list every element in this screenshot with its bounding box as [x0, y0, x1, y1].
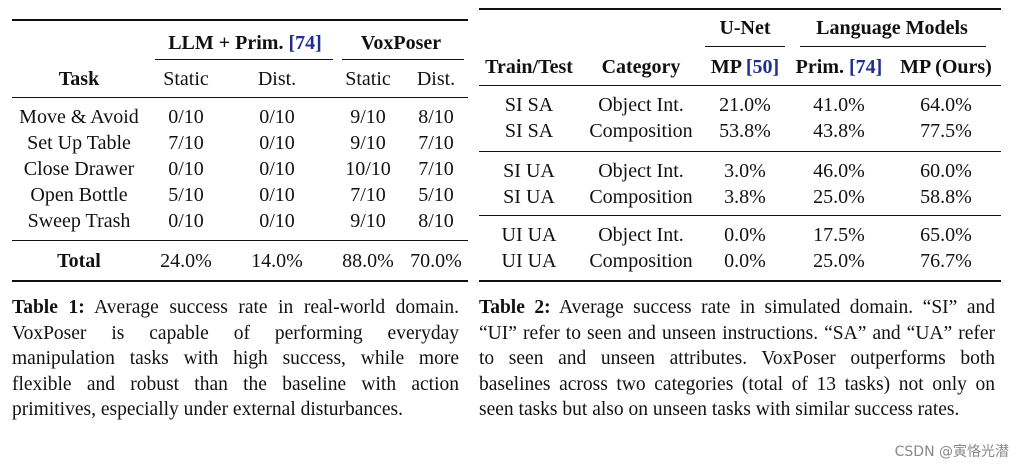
table1-caption: Table 1: Average success rate in real-wo… [12, 297, 459, 420]
table2-value-cell: 17.5% [813, 224, 865, 246]
table2-value-cell: 43.8% [813, 120, 865, 142]
table1-value-cell: 0/10 [259, 106, 295, 128]
table2-prim-header: Prim. [74] [795, 56, 883, 78]
table2-group-separator [479, 215, 1001, 216]
table1-subheader: Dist. [416, 68, 456, 90]
table2-citation-74[interactable]: [74] [848, 56, 883, 78]
table1-value-cell: 0/10 [259, 158, 295, 180]
table2-caption: Table 2: Average success rate in simulat… [479, 297, 995, 420]
table1-total-rule [12, 240, 468, 241]
table2-category-cell: Object Int. [598, 160, 684, 182]
table2-train-test-cell: UI UA [501, 224, 557, 246]
table2-group-rule [705, 46, 785, 47]
table2-group-unet: U-Net [719, 17, 771, 39]
table1-task-header: Task [58, 68, 100, 90]
table2-top-rule [479, 8, 1001, 10]
table1-value-cell: 7/10 [418, 132, 454, 154]
table2-value-cell: 25.0% [813, 186, 865, 208]
table1-group-rule [342, 59, 464, 60]
table2-value-cell: 77.5% [920, 120, 972, 142]
table1-task-cell: Close Drawer [23, 158, 135, 180]
table2-train-test-cell: SI SA [504, 120, 554, 142]
table1-group-voxposer: VoxPoser [360, 32, 442, 54]
table1-subheader: Static [163, 68, 209, 90]
table2-value-cell: 41.0% [813, 94, 865, 116]
table2-value-cell: 64.0% [920, 94, 972, 116]
table1-value-cell: 0/10 [259, 132, 295, 154]
table2-mp-ours-header: MP (Ours) [900, 56, 992, 78]
table1-total-value: 88.0% [342, 250, 394, 272]
table1-citation-74[interactable]: [74] [288, 32, 322, 54]
table1-value-cell: 7/10 [418, 158, 454, 180]
table2-category-cell: Composition [589, 250, 693, 272]
table1-subheader: Static [345, 68, 391, 90]
table2-category-cell: Composition [589, 120, 693, 142]
table1-value-cell: 7/10 [350, 184, 386, 206]
table1-bottom-rule [12, 280, 468, 282]
table1-task-cell: Open Bottle [30, 184, 128, 206]
table2-value-cell: 21.0% [719, 94, 771, 116]
table1-top-rule [12, 19, 468, 21]
table2-value-cell: 53.8% [719, 120, 771, 142]
table1-total-label: Total [57, 250, 101, 272]
table1-value-cell: 5/10 [168, 184, 204, 206]
table2-citation-50[interactable]: [50] [745, 56, 780, 78]
table2-train-test-header: Train/Test [485, 56, 573, 78]
table2-train-test-cell: SI UA [503, 160, 555, 182]
table1-task-cell: Move & Avoid [19, 106, 139, 128]
table1-group-rule [155, 59, 333, 60]
table2-value-cell: 60.0% [920, 160, 972, 182]
table1-total-value: 14.0% [251, 250, 303, 272]
table2-category-cell: Composition [589, 186, 693, 208]
table1-group-llm-prim: LLM + Prim. [74] [168, 32, 322, 54]
table2-category-header: Category [601, 56, 681, 78]
table1-task-cell: Set Up Table [27, 132, 131, 154]
table2-bottom-rule [479, 280, 1001, 282]
table1-value-cell: 9/10 [350, 132, 386, 154]
table1-value-cell: 8/10 [418, 106, 454, 128]
table1-total-value: 70.0% [410, 250, 462, 272]
table2-group-separator [479, 151, 1001, 152]
table1-total-value: 24.0% [160, 250, 212, 272]
table2-value-cell: 65.0% [920, 224, 972, 246]
table2-train-test-cell: UI UA [501, 250, 557, 272]
table2-header-rule [479, 85, 1001, 86]
table1-value-cell: 5/10 [418, 184, 454, 206]
table1-value-cell: 9/10 [350, 106, 386, 128]
table1-value-cell: 8/10 [418, 210, 454, 232]
table2-train-test-cell: SI UA [503, 186, 555, 208]
table2-value-cell: 76.7% [920, 250, 972, 272]
table1-value-cell: 0/10 [168, 158, 204, 180]
table2-mp-header: MP [50] [710, 56, 780, 78]
table1-value-cell: 0/10 [168, 210, 204, 232]
table2-train-test-cell: SI SA [504, 94, 554, 116]
table1-header-rule [12, 97, 468, 98]
table1-value-cell: 0/10 [259, 184, 295, 206]
table1-value-cell: 0/10 [168, 106, 204, 128]
table2-group-language-models: Language Models [816, 17, 968, 39]
table2-category-cell: Object Int. [598, 94, 684, 116]
table1-value-cell: 10/10 [345, 158, 391, 180]
table1-value-cell: 0/10 [259, 210, 295, 232]
table2-category-cell: Object Int. [598, 224, 684, 246]
table2-value-cell: 0.0% [724, 250, 766, 272]
table1-subheader: Dist. [257, 68, 297, 90]
table1-value-cell: 9/10 [350, 210, 386, 232]
table2-value-cell: 58.8% [920, 186, 972, 208]
table1-task-cell: Sweep Trash [27, 210, 131, 232]
table2-value-cell: 3.0% [724, 160, 766, 182]
table2-value-cell: 0.0% [724, 224, 766, 246]
table2-value-cell: 25.0% [813, 250, 865, 272]
table2-value-cell: 3.8% [724, 186, 766, 208]
table1-value-cell: 7/10 [168, 132, 204, 154]
table2-value-cell: 46.0% [813, 160, 865, 182]
watermark: CSDN @寅恪光潜 [894, 444, 1009, 460]
table2-group-rule [800, 46, 986, 47]
